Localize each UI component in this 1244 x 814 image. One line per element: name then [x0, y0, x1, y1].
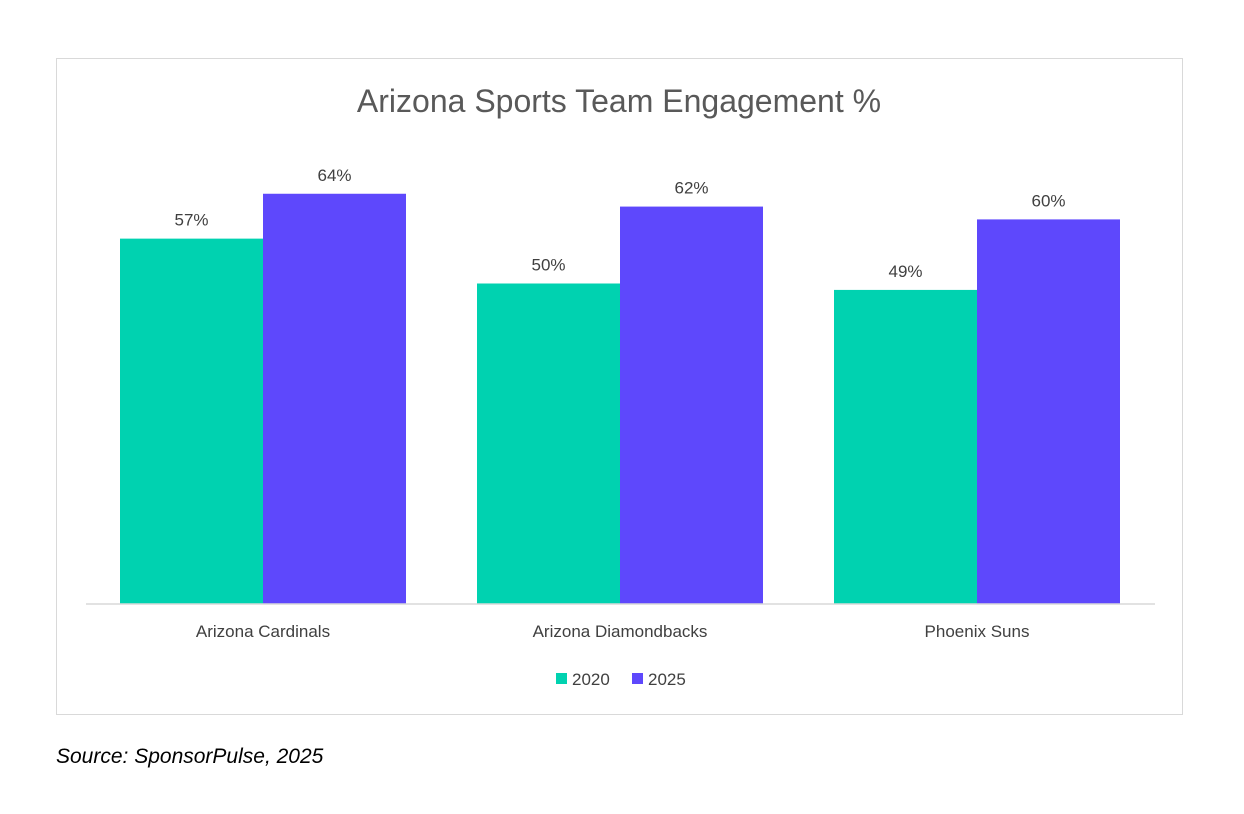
bar-arizona-diamondbacks-2020	[477, 283, 620, 604]
legend-swatch-2025	[632, 673, 643, 684]
data-label-arizona-cardinals-2025: 64%	[317, 166, 351, 185]
category-label-arizona-cardinals: Arizona Cardinals	[196, 622, 330, 641]
data-label-arizona-diamondbacks-2025: 62%	[674, 179, 708, 198]
legend-label-2020: 2020	[572, 670, 610, 689]
chart-title: Arizona Sports Team Engagement %	[357, 83, 881, 119]
legend-label-2025: 2025	[648, 670, 686, 689]
data-label-arizona-cardinals-2020: 57%	[174, 211, 208, 230]
data-label-phoenix-suns-2020: 49%	[888, 262, 922, 281]
category-label-phoenix-suns: Phoenix Suns	[925, 622, 1030, 641]
category-label-arizona-diamondbacks: Arizona Diamondbacks	[533, 622, 708, 641]
data-label-arizona-diamondbacks-2020: 50%	[531, 256, 565, 275]
bar-arizona-diamondbacks-2025	[620, 206, 763, 604]
source-note: Source: SponsorPulse, 2025	[56, 745, 324, 768]
bars-layer: 57% 64% Arizona Cardinals 50% 62% Arizona Dia…	[120, 166, 1120, 641]
data-label-phoenix-suns-2025: 60%	[1031, 191, 1065, 210]
legend-swatch-2020	[556, 673, 567, 684]
bar-arizona-cardinals-2025	[263, 193, 406, 604]
bar-phoenix-suns-2025	[977, 219, 1120, 604]
legend: 2020 2025	[556, 670, 686, 689]
bar-arizona-cardinals-2020	[120, 238, 263, 604]
bar-phoenix-suns-2020	[834, 289, 977, 604]
